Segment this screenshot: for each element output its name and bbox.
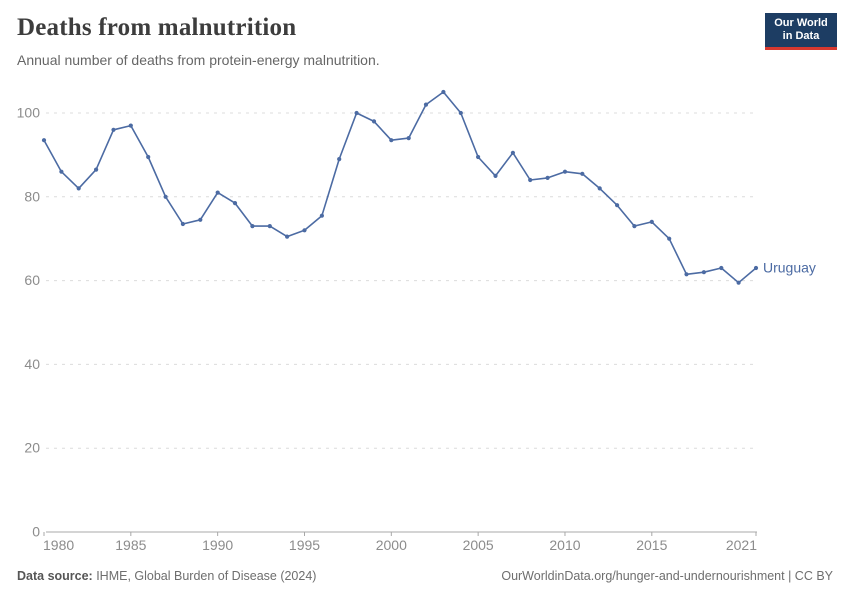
x-tick-label-2015: 2015 <box>636 537 667 553</box>
data-point-uruguay-2017[interactable] <box>684 272 689 277</box>
data-point-uruguay-2005[interactable] <box>476 154 481 160</box>
data-point-uruguay-2008[interactable] <box>528 177 533 183</box>
y-tick-label-20: 20 <box>24 440 40 456</box>
data-point-uruguay-1989[interactable] <box>198 217 203 222</box>
x-tick-label-2021: 2021 <box>726 537 757 553</box>
x-tick-label-1990: 1990 <box>202 537 233 553</box>
data-point-uruguay-2018[interactable] <box>701 270 707 275</box>
data-point-uruguay-1998[interactable] <box>354 110 359 116</box>
data-point-uruguay-2014[interactable] <box>632 224 637 229</box>
x-tick-label-1980: 1980 <box>43 537 74 553</box>
data-source-label: Data source: <box>17 569 93 583</box>
data-point-uruguay-1980[interactable] <box>41 138 47 143</box>
data-point-uruguay-2009[interactable] <box>545 175 550 180</box>
y-tick-label-80: 80 <box>24 188 40 204</box>
owid-logo: Our World in Data <box>765 13 837 50</box>
data-point-uruguay-2006[interactable] <box>493 173 498 178</box>
data-point-uruguay-1988[interactable] <box>180 221 185 227</box>
data-point-uruguay-2015[interactable] <box>649 219 654 224</box>
data-point-uruguay-2012[interactable] <box>597 186 602 191</box>
page-title: Deaths from malnutrition <box>17 14 297 41</box>
y-tick-label-60: 60 <box>24 272 40 288</box>
data-source-note: Data source: IHME, Global Burden of Dise… <box>17 569 316 583</box>
citation-link[interactable]: OurWorldinData.org/hunger-and-undernouri… <box>501 569 833 583</box>
owid-logo-line1: Our World <box>774 17 828 29</box>
x-tick-label-2005: 2005 <box>463 537 494 553</box>
x-tick-label-2000: 2000 <box>376 537 407 553</box>
data-point-uruguay-1995[interactable] <box>302 228 307 233</box>
series-line-uruguay[interactable] <box>43 91 757 284</box>
chart-subtitle: Annual number of deaths from protein-ene… <box>17 52 380 68</box>
data-point-uruguay-2021[interactable] <box>753 265 759 271</box>
data-point-uruguay-1986[interactable] <box>146 154 151 160</box>
y-tick-label-0: 0 <box>32 524 40 540</box>
data-point-uruguay-1987[interactable] <box>163 194 168 199</box>
y-tick-label-100: 100 <box>17 105 41 121</box>
data-point-uruguay-2011[interactable] <box>580 171 585 176</box>
data-point-uruguay-1983[interactable] <box>94 167 99 172</box>
data-point-uruguay-2001[interactable] <box>406 136 411 141</box>
data-point-uruguay-1996[interactable] <box>319 213 324 218</box>
x-tick-label-2010: 2010 <box>549 537 580 553</box>
data-source-text: IHME, Global Burden of Disease (2024) <box>92 569 317 583</box>
x-tick-label-1995: 1995 <box>289 537 320 553</box>
data-point-uruguay-1985[interactable] <box>128 123 133 128</box>
data-point-uruguay-2013[interactable] <box>615 203 620 208</box>
data-point-uruguay-1997[interactable] <box>337 157 342 162</box>
data-point-uruguay-2004[interactable] <box>458 110 463 116</box>
data-point-uruguay-1993[interactable] <box>267 224 272 229</box>
series-label-uruguay[interactable]: Uruguay <box>763 260 816 276</box>
data-point-uruguay-2002[interactable] <box>423 102 429 107</box>
data-point-uruguay-2010[interactable] <box>562 169 568 174</box>
y-tick-label-40: 40 <box>24 356 40 372</box>
data-point-uruguay-2016[interactable] <box>667 236 672 241</box>
data-point-uruguay-2003[interactable] <box>441 89 446 95</box>
data-point-uruguay-1999[interactable] <box>371 119 377 124</box>
data-point-uruguay-1994[interactable] <box>285 234 290 239</box>
data-point-uruguay-1984[interactable] <box>111 127 116 132</box>
data-point-uruguay-1982[interactable] <box>76 186 81 191</box>
data-point-uruguay-2000[interactable] <box>389 138 394 143</box>
x-tick-label-1985: 1985 <box>115 537 146 553</box>
data-point-uruguay-1990[interactable] <box>215 190 220 195</box>
data-point-uruguay-1992[interactable] <box>250 224 255 229</box>
data-point-uruguay-2019[interactable] <box>719 265 724 271</box>
data-point-uruguay-1991[interactable] <box>232 201 238 206</box>
data-point-uruguay-2007[interactable] <box>510 150 515 155</box>
owid-logo-line2: in Data <box>782 30 820 42</box>
data-point-uruguay-2020[interactable] <box>736 280 741 285</box>
data-point-uruguay-1981[interactable] <box>59 169 64 174</box>
